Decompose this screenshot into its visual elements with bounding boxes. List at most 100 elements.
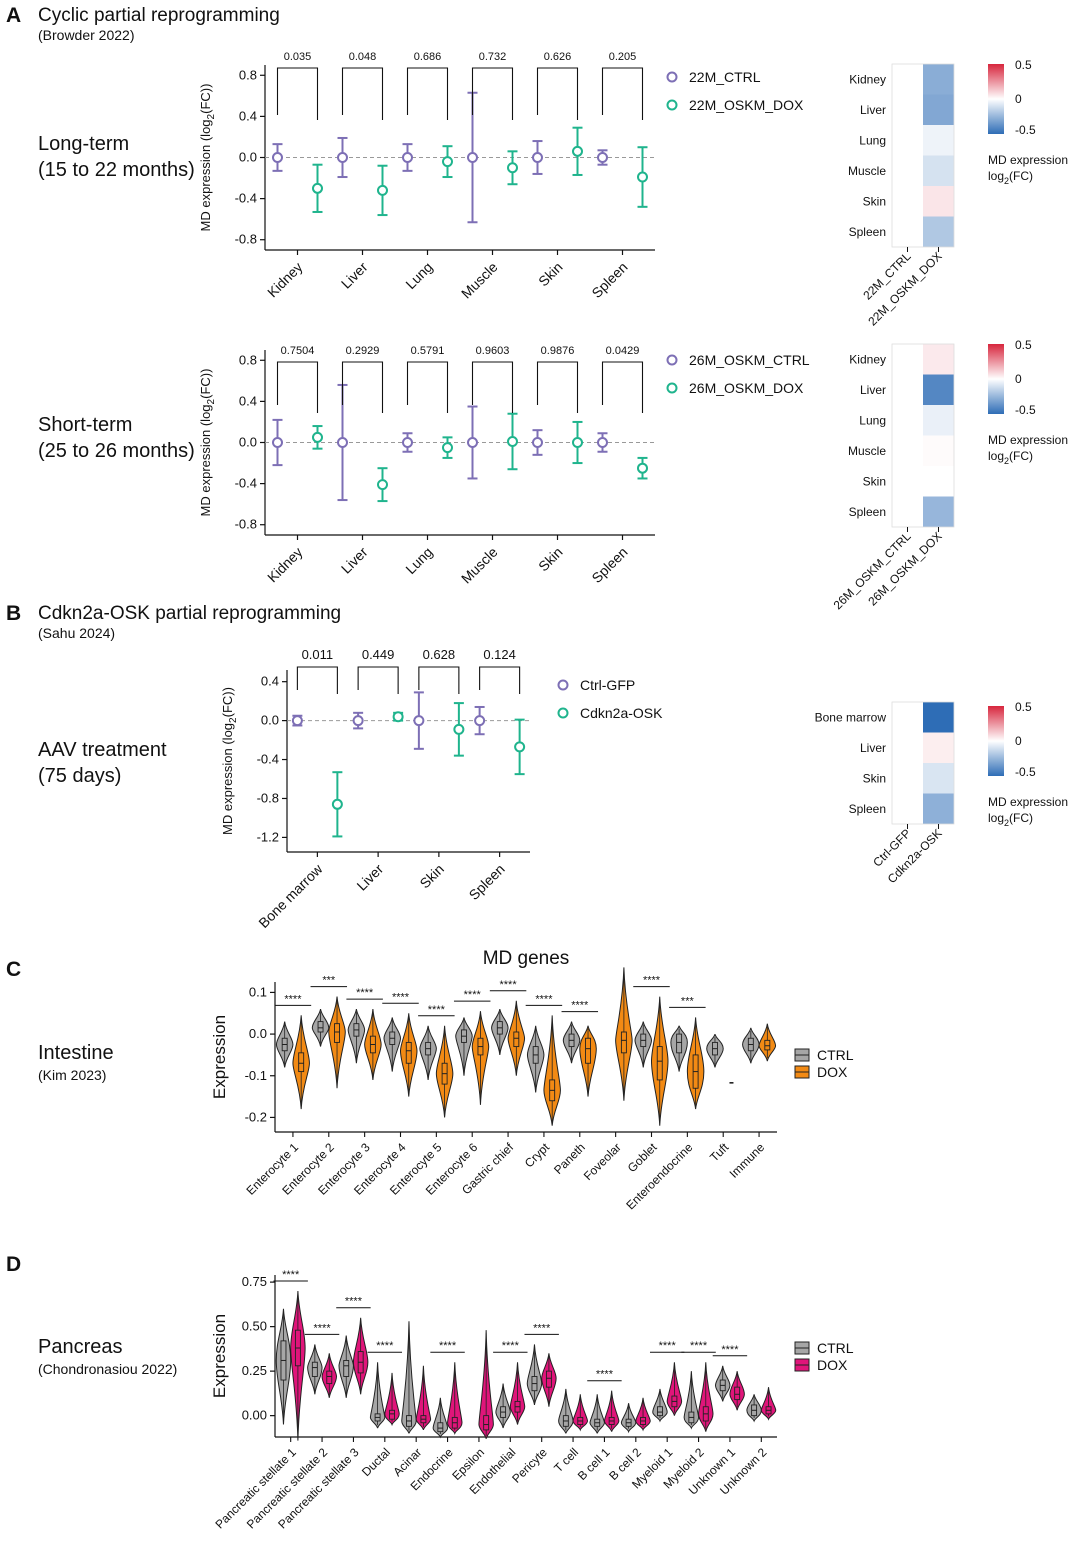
heatmap-cell: [923, 732, 954, 763]
y-tick-label: 0.0: [239, 150, 257, 165]
heatmap-cell: [892, 405, 923, 436]
data-point: [442, 156, 453, 168]
significance-stars: ****: [571, 1000, 589, 1012]
box: [734, 1386, 741, 1401]
y-tick-label: 0.25: [242, 1363, 267, 1378]
y-tick-label: 0.4: [239, 393, 257, 408]
scale-max-label: 0.5: [1015, 338, 1032, 352]
box: [437, 1422, 444, 1433]
y-tick-label: 0.1: [249, 984, 267, 999]
box: [334, 1023, 340, 1043]
data-point: [514, 741, 526, 753]
significance-bracket: [341, 67, 384, 120]
legend-label: 26M_OSKM_DOX: [689, 380, 804, 396]
x-tick-label: Skin: [535, 259, 566, 290]
y-tick-label: -0.4: [235, 476, 257, 491]
p-value-label: 0.7504: [281, 345, 315, 357]
heatmap-cell: [892, 216, 923, 247]
significance-bracket: [276, 361, 319, 413]
color-scale-bar: [988, 64, 1004, 134]
box: [620, 1031, 627, 1054]
heatmap-cell: [923, 435, 954, 466]
box: [585, 1037, 591, 1064]
y-tick-label: 0.8: [239, 352, 257, 367]
scale-title: MD expression: [988, 795, 1068, 809]
y-tick-label: -0.1: [245, 1068, 267, 1083]
panel-D-row-sub: (Chondronasiou 2022): [38, 1361, 177, 1377]
x-tick-label: Muscle: [458, 259, 501, 302]
significance-stars: ****: [464, 989, 482, 1001]
data-point: [532, 152, 543, 163]
panel-D-letter: D: [6, 1253, 21, 1276]
significance-bracket: [357, 666, 399, 694]
p-value-label: 0.9603: [476, 345, 510, 357]
scale-subtitle: log2(FC): [988, 169, 1033, 186]
box: [513, 1031, 520, 1048]
scale-min-label: -0.5: [1015, 123, 1036, 137]
heatmap-cell: [892, 344, 923, 375]
row-aav-sub: (75 days): [38, 765, 121, 787]
heatmap-row-label: Muscle: [848, 444, 886, 458]
y-axis-label: Expression: [210, 1314, 229, 1398]
x-tick-label: Liver: [338, 544, 371, 577]
y-tick-label: 0.4: [239, 108, 257, 123]
heatmap-cell: [892, 763, 923, 794]
heatmap-cell: [892, 374, 923, 405]
y-tick-label: 0.0: [261, 713, 279, 728]
p-value-label: 0.686: [414, 51, 442, 63]
panel-B-subtitle: (Sahu 2024): [38, 625, 115, 641]
significance-stars: ****: [535, 993, 553, 1005]
significance-bracket: [601, 361, 644, 413]
panel-C-row-sub: (Kim 2023): [38, 1067, 106, 1083]
significance-bracket: [276, 67, 319, 120]
scale-max-label: 0.5: [1015, 58, 1032, 72]
significance-stars: ****: [356, 987, 374, 999]
data-point: [272, 437, 283, 448]
panel-A-subtitle: (Browder 2022): [38, 27, 135, 43]
data-point: [377, 184, 388, 196]
legend-marker: [557, 679, 569, 691]
data-point: [291, 715, 303, 727]
y-tick-label: -1.2: [257, 829, 279, 844]
significance-stars: ****: [659, 1340, 677, 1352]
scale-subtitle: log2(FC): [988, 811, 1033, 828]
x-tick-label: Muscle: [458, 544, 501, 587]
heatmap-cell: [923, 466, 954, 497]
data-point: [532, 437, 543, 448]
data-point: [392, 711, 404, 723]
y-axis-label: MD expression (log2(FC)): [220, 687, 239, 835]
y-axis-label: MD expression (log2(FC)): [198, 369, 217, 517]
x-tick-label: Kidney: [264, 259, 306, 301]
p-value-label: 0.626: [544, 51, 572, 63]
box: [545, 1370, 552, 1388]
heatmap-row-label: Spleen: [849, 505, 886, 519]
panel-A-title: Cyclic partial reprogramming: [38, 5, 280, 26]
x-tick-label: Foveolar: [581, 1140, 624, 1183]
panel-A-letter: A: [6, 4, 21, 27]
x-tick-label: B cell 1: [575, 1445, 613, 1483]
y-tick-label: -0.2: [245, 1109, 267, 1124]
data-point: [467, 437, 478, 448]
x-tick-label: Enteroendocrine: [623, 1140, 695, 1212]
significance-stars: ****: [345, 1296, 363, 1308]
significance-bracket: [536, 67, 579, 120]
panel-B-title: Cdkn2a-OSK partial reprogramming: [38, 603, 341, 624]
data-point: [572, 437, 583, 448]
data-point: [637, 462, 648, 474]
significance-bracket: [536, 361, 579, 413]
data-point: [597, 437, 608, 448]
x-tick-label: Spleen: [466, 861, 508, 903]
heatmap-cell: [892, 793, 923, 824]
heatmap-cell: [923, 155, 954, 186]
x-tick-label: Skin: [535, 544, 566, 575]
significance-stars: ****: [314, 1322, 332, 1334]
box: [317, 1021, 324, 1033]
significance-stars: ****: [502, 1340, 520, 1352]
box: [657, 1406, 663, 1417]
legend-label: DOX: [817, 1064, 848, 1080]
heatmap-row-label: Skin: [863, 474, 886, 488]
legend-label: Ctrl-GFP: [580, 677, 635, 693]
significance-stars: ****: [690, 1340, 708, 1352]
heatmap-frame: [891, 701, 955, 825]
